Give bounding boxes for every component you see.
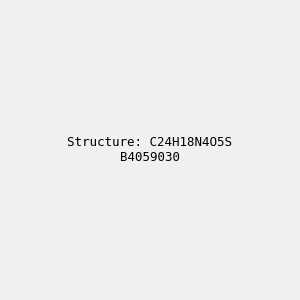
Text: Structure: C24H18N4O5S
B4059030: Structure: C24H18N4O5S B4059030 bbox=[68, 136, 232, 164]
